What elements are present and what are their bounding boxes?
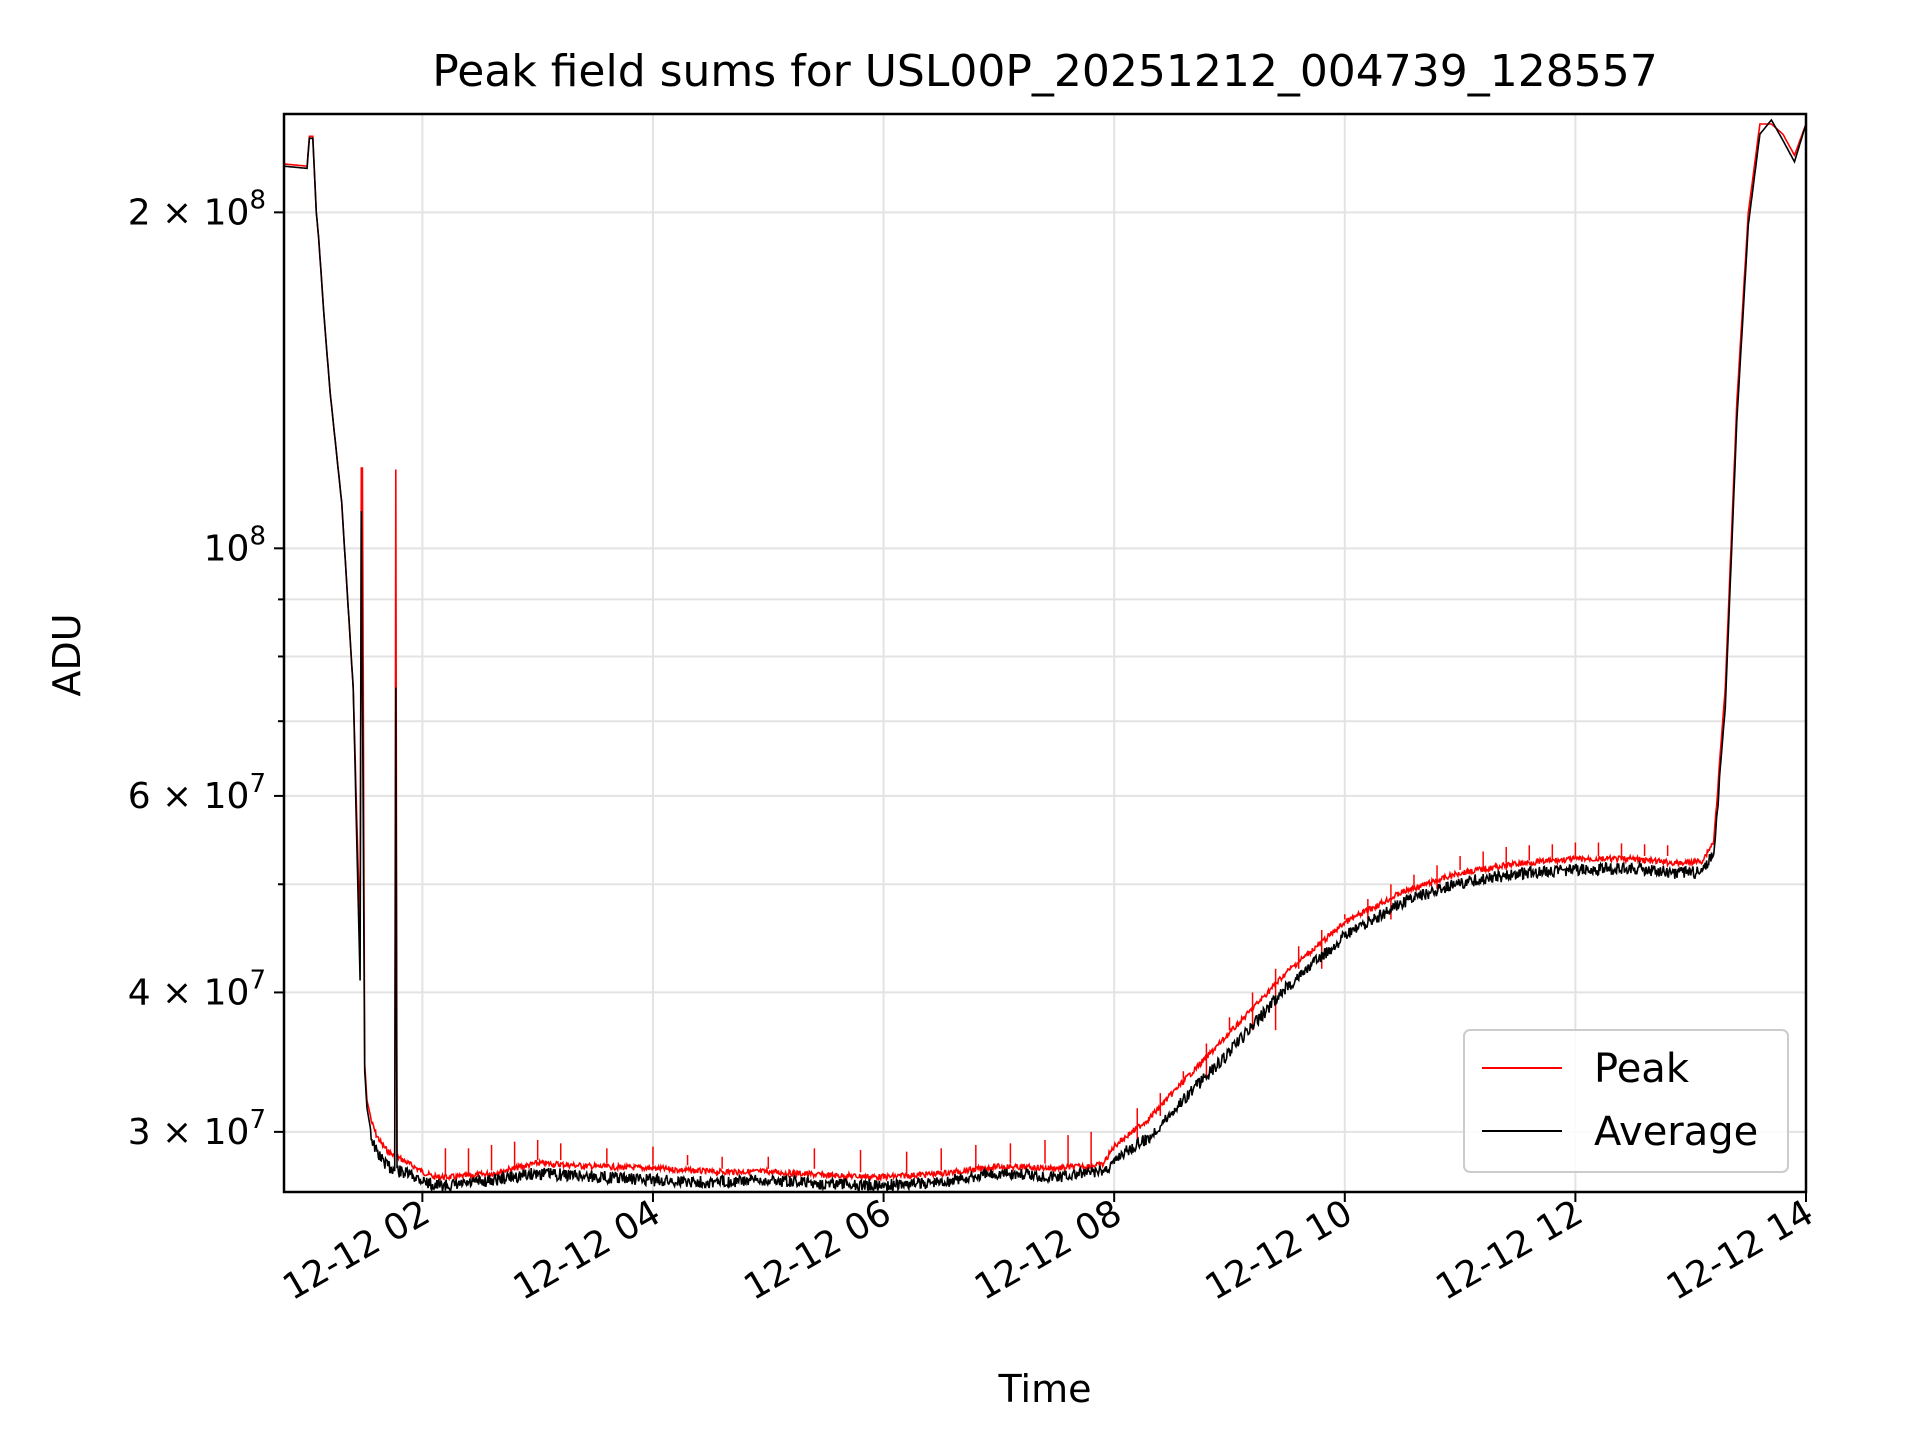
x-axis-label: Time	[998, 1367, 1092, 1411]
y-tick-label: 4 × 107	[128, 965, 266, 1013]
chart-title: Peak field sums for USL00P_20251212_0047…	[432, 46, 1658, 97]
grid	[284, 114, 1807, 1192]
y-tick-label: 6 × 107	[128, 769, 266, 817]
plot-area	[284, 118, 1806, 1192]
legend-box	[1463, 1029, 1789, 1173]
legend-label: Peak	[1594, 1046, 1690, 1092]
peak-series-line	[284, 123, 1806, 1182]
axes-frame	[282, 112, 1808, 1194]
y-tick-label: 2 × 108	[128, 185, 266, 233]
legend: Peak Average	[1463, 1029, 1789, 1173]
average-series-line	[284, 118, 1806, 1192]
y-axis-label: ADU	[45, 613, 89, 696]
y-tick-label: 108	[204, 521, 266, 569]
legend-label: Average	[1594, 1109, 1758, 1155]
y-tick-label: 3 × 107	[128, 1105, 266, 1153]
